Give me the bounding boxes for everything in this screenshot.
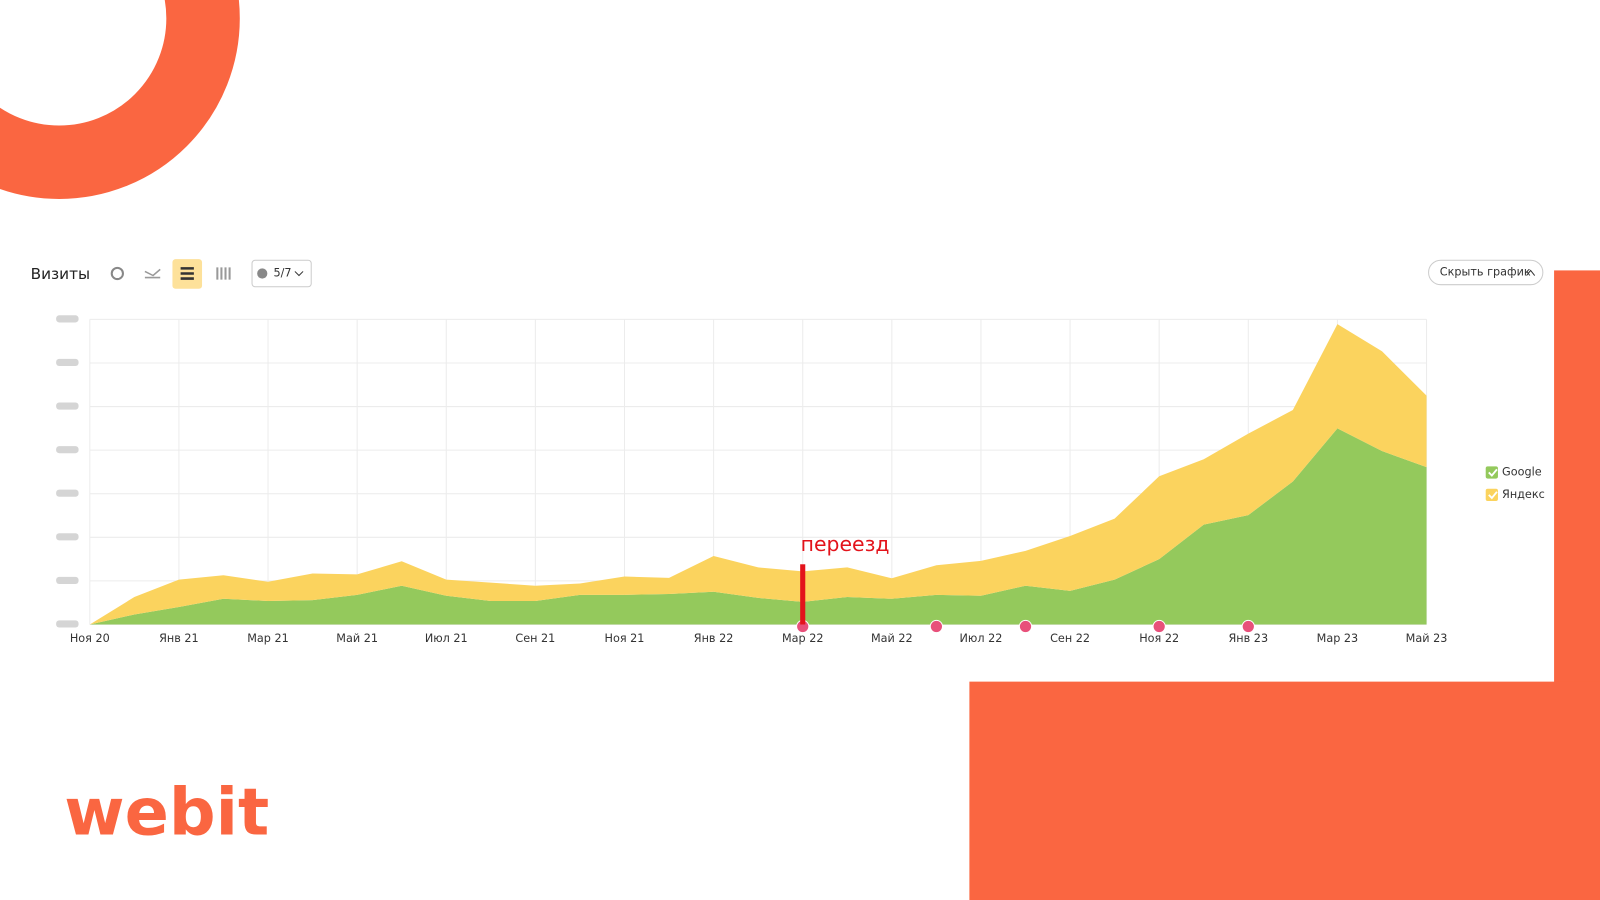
legend-label: Google: [1502, 465, 1542, 478]
y-tick-blurred: [56, 620, 79, 628]
x-tick-label: Мар 22: [782, 632, 824, 645]
x-tick-label: Июл 21: [425, 632, 468, 645]
x-tick-label: Ноя 22: [1139, 632, 1179, 645]
legend-swatch: [1485, 488, 1498, 502]
pie-icon[interactable]: [110, 266, 124, 281]
area: [89, 428, 1427, 625]
y-tick-blurred: [56, 315, 79, 323]
x-tick-label: Сен 22: [1050, 632, 1090, 645]
x-tick-label: Сен 21: [515, 632, 555, 645]
legend-check: [1488, 468, 1498, 477]
decor-block: [969, 681, 1600, 900]
decor-ring: [0, 0, 240, 199]
line-icon[interactable]: [144, 268, 161, 279]
y-tick-blurred: [56, 402, 79, 410]
bar-icon[interactable]: [216, 267, 231, 280]
logo: webit: [64, 774, 269, 850]
x-tick-label: Май 23: [1406, 632, 1448, 645]
legend-swatch: [1485, 466, 1498, 479]
area-icon: [180, 267, 194, 280]
chevron: [294, 271, 304, 277]
x-tick-label: Янв 21: [159, 632, 199, 645]
chevron: [1526, 269, 1536, 276]
x-tick-label: Май 21: [336, 632, 378, 645]
legend-label: Яндекс: [1502, 488, 1545, 501]
x-tick-label: Май 22: [871, 632, 913, 645]
event-marker: [929, 619, 944, 634]
hide-button-label: Скрыть график: [1440, 265, 1531, 278]
x-tick-label: Янв 22: [694, 632, 734, 645]
x-tick-label: Мар 23: [1317, 632, 1359, 645]
annotation: переезд: [801, 532, 890, 556]
legend-check: [1488, 491, 1498, 500]
x-tick-label: Мар 21: [247, 632, 289, 645]
x-tick-label: Янв 23: [1229, 632, 1269, 645]
y-tick-blurred: [56, 446, 79, 454]
x-tick-label: Ноя 20: [70, 632, 110, 645]
y-tick-blurred: [56, 489, 79, 497]
event-marker: [1152, 619, 1166, 634]
y-tick-blurred: [56, 358, 79, 367]
comment-icon: [257, 268, 268, 279]
area: [89, 324, 1427, 625]
x-tick-label: Июл 22: [960, 632, 1003, 645]
event-marker: [1018, 619, 1033, 634]
event-marker: [1241, 619, 1255, 634]
annotation-bar: [800, 564, 806, 625]
x-tick-label: Ноя 21: [605, 632, 645, 645]
y-tick-blurred: [56, 576, 79, 584]
counter-label: 5/7: [273, 266, 291, 279]
counter-button[interactable]: [251, 259, 312, 288]
chart-title: Визиты: [31, 265, 91, 283]
hide-button[interactable]: [1428, 259, 1544, 286]
y-tick-blurred: [56, 533, 79, 541]
